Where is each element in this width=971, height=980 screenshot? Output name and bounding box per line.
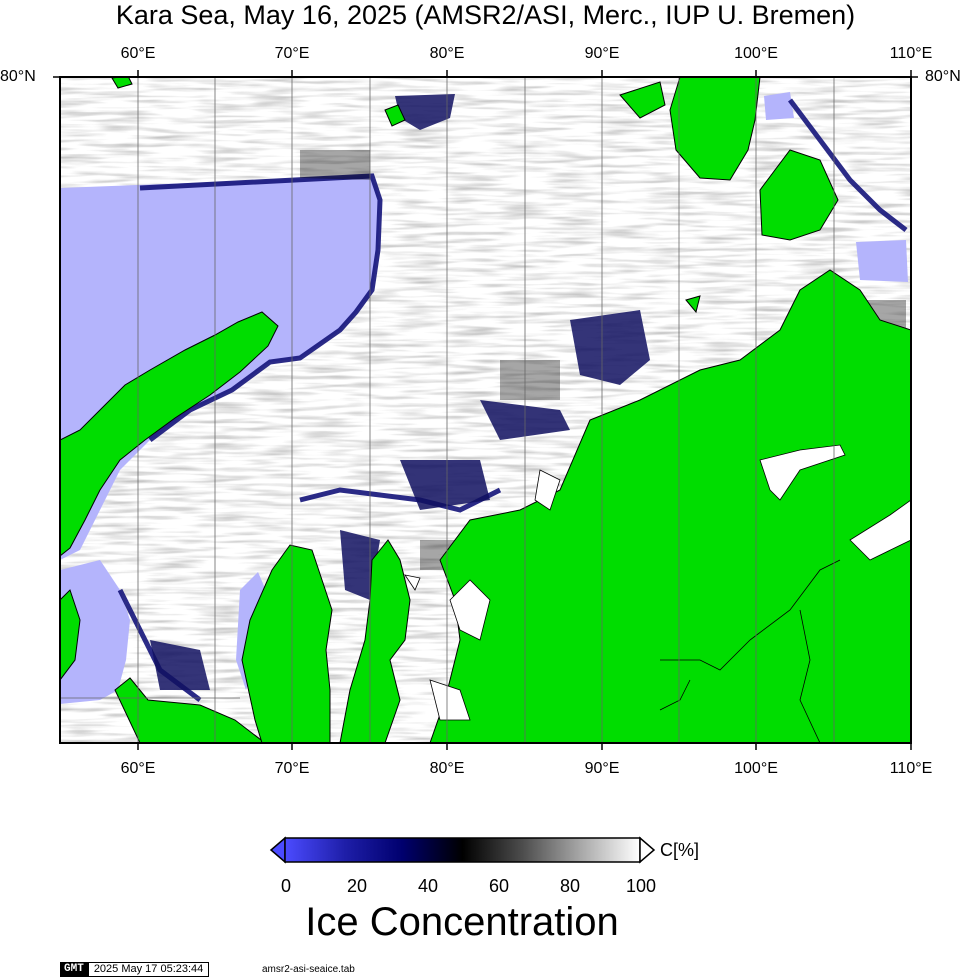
laptev-polynya <box>856 240 908 282</box>
small-island-land <box>384 104 406 127</box>
colorbar-unit-label: C[%] <box>660 840 700 860</box>
lon-label-top: 100°E <box>734 45 778 62</box>
lon-label-bottom: 100°E <box>734 760 778 777</box>
severnaya-zemlya-land <box>669 77 761 181</box>
kolguev-coast-land <box>114 677 266 743</box>
lat-label-right: 80°N <box>925 68 961 85</box>
novaya-zemlya-land <box>60 311 279 557</box>
colorbar-tick-label: 80 <box>559 876 581 896</box>
colorbar-tick-label: 100 <box>625 876 657 896</box>
colorbar-tick-label: 20 <box>346 876 368 896</box>
lon-label-bottom: 90°E <box>584 760 620 777</box>
mainland-west-land <box>60 589 81 681</box>
lon-label-top: 60°E <box>120 45 156 62</box>
ice-edge-barents <box>139 173 383 442</box>
small-island-land <box>685 295 701 314</box>
lon-label-top: 70°E <box>274 45 310 62</box>
colorbar-gradient <box>284 837 641 863</box>
colorbar-high-arrow <box>639 836 656 864</box>
pechora-open-water <box>60 560 130 704</box>
gydan-peninsula-land <box>339 539 411 743</box>
yamal-peninsula-land <box>241 544 333 743</box>
colorbar-tick-label: 40 <box>417 876 439 896</box>
colorbar-tick-label: 60 <box>488 876 510 896</box>
colorbar-title: Ice Concentration <box>305 900 619 944</box>
sea-ice-map <box>53 70 918 750</box>
source-file-label: amsr2-asi-seaice.tab <box>262 964 355 975</box>
map-title: Kara Sea, May 16, 2025 (AMSR2/ASI, Merc.… <box>115 0 856 30</box>
lon-label-bottom: 80°E <box>429 760 465 777</box>
colorbar <box>269 836 656 864</box>
ice-edge-laptev <box>788 98 908 232</box>
lon-label-top: 110°E <box>889 45 933 62</box>
north-island-land <box>619 81 666 119</box>
lon-label-bottom: 110°E <box>889 760 933 777</box>
map-frame <box>59 76 912 744</box>
lon-label-top: 80°E <box>429 45 465 62</box>
timestamp: 2025 May 17 05:23:44 <box>87 962 210 977</box>
north-open-water <box>764 92 794 120</box>
colorbar-tick-label: 0 <box>280 876 292 896</box>
lat-label-left: 80°N <box>0 68 36 85</box>
small-island-land <box>111 77 133 89</box>
gmt-logo: GMT <box>60 962 88 977</box>
gmt-timestamp-stamp: GMT 2025 May 17 05:23:44 <box>60 962 210 977</box>
ice-edge-ob <box>299 487 502 513</box>
bolshevik-island-land <box>759 149 839 241</box>
lon-label-bottom: 60°E <box>120 760 156 777</box>
colorbar-low-arrow <box>269 836 286 864</box>
lon-label-top: 90°E <box>584 45 620 62</box>
lon-label-bottom: 70°E <box>274 760 310 777</box>
